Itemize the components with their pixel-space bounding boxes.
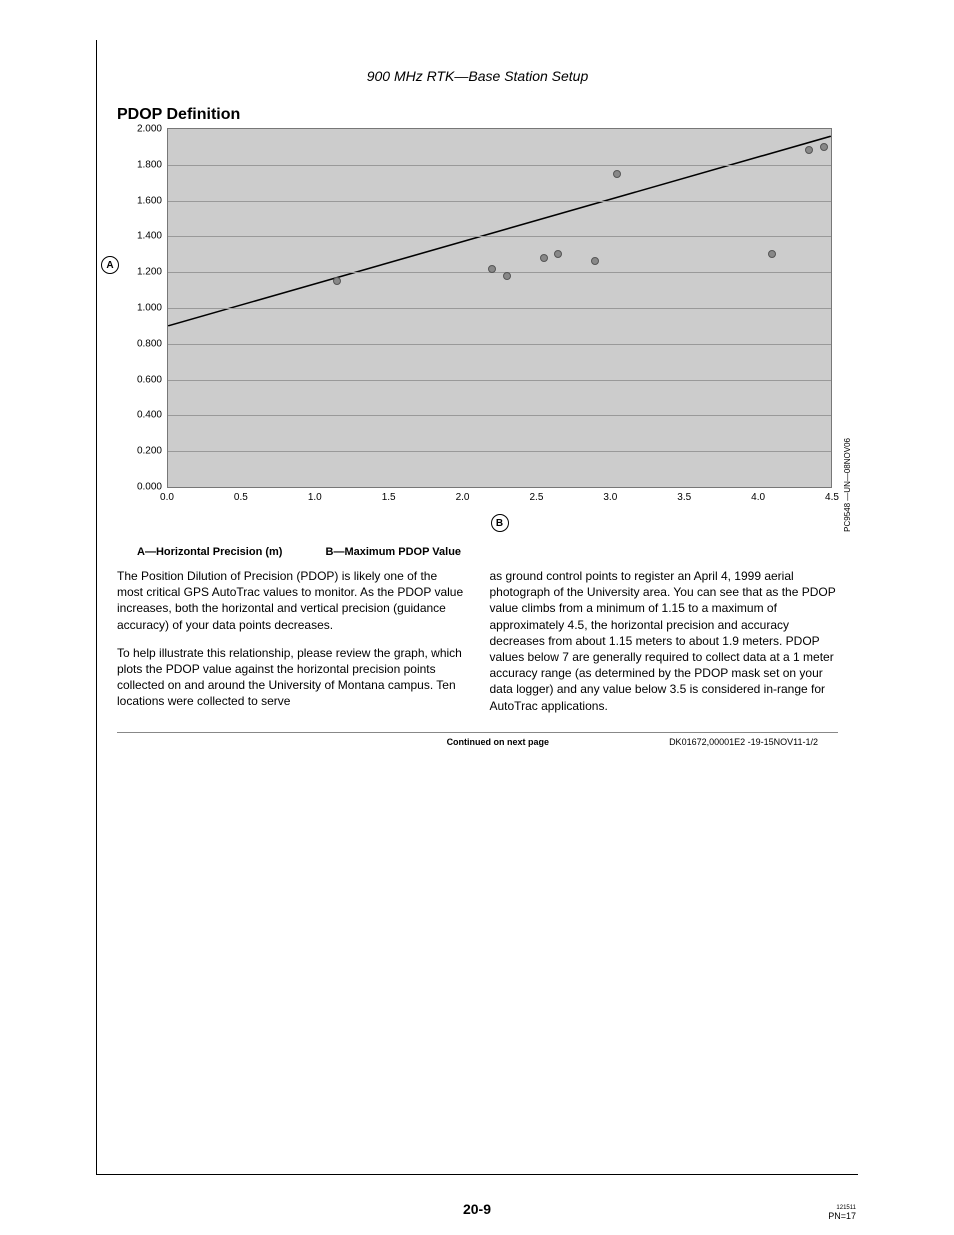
x-tick-label: 1.5 [382, 492, 396, 503]
grid-line [168, 308, 831, 309]
grid-line [168, 272, 831, 273]
y-tick-label: 1.600 [128, 195, 162, 206]
chart-side-label: PC9548 —UN—08NOV06 [843, 438, 852, 532]
footer-line: Continued on next page DK01672,00001E2 -… [117, 732, 838, 747]
y-tick-label: 0.400 [128, 410, 162, 421]
x-tick-label: 3.0 [603, 492, 617, 503]
x-tick-label: 3.5 [677, 492, 691, 503]
grid-line [168, 380, 831, 381]
data-point [613, 170, 621, 178]
x-tick-label: 2.0 [456, 492, 470, 503]
y-tick-label: 1.400 [128, 231, 162, 242]
data-point [488, 265, 496, 273]
x-tick-label: 1.0 [308, 492, 322, 503]
x-tick-label: 4.0 [751, 492, 765, 503]
data-point [768, 250, 776, 258]
body-text: The Position Dilution of Precision (PDOP… [117, 568, 838, 726]
x-tick-label: 0.0 [160, 492, 174, 503]
axis-marker-b: B [491, 514, 509, 532]
y-tick-label: 0.200 [128, 446, 162, 457]
doc-id: DK01672,00001E2 -19-15NOV11-1/2 [669, 737, 818, 747]
x-axis: 0.00.51.01.52.02.53.03.54.04.5 [167, 488, 832, 512]
left-column: The Position Dilution of Precision (PDOP… [117, 568, 466, 726]
y-tick-label: 2.000 [128, 124, 162, 135]
grid-line [168, 201, 831, 202]
grid-line [168, 236, 831, 237]
data-point [554, 250, 562, 258]
data-point [333, 277, 341, 285]
legend-b: B—Maximum PDOP Value [326, 546, 462, 558]
x-tick-label: 2.5 [529, 492, 543, 503]
body-para: To help illustrate this relationship, pl… [117, 645, 466, 710]
y-tick-label: 0.600 [128, 374, 162, 385]
grid-line [168, 451, 831, 452]
y-tick-label: 1.800 [128, 159, 162, 170]
y-tick-label: 1.000 [128, 303, 162, 314]
page-number: 20-9 [0, 1201, 954, 1217]
pdop-chart: 0.0000.2000.4000.6000.8001.0001.2001.400… [167, 128, 832, 488]
body-para: as ground control points to register an … [490, 568, 839, 714]
pn-value: PN=17 [828, 1211, 856, 1221]
section-title: PDOP Definition [117, 106, 838, 124]
continued-label: Continued on next page [447, 737, 550, 747]
grid-line [168, 165, 831, 166]
chart-legend: A—Horizontal Precision (m) B—Maximum PDO… [137, 546, 838, 558]
y-tick-label: 0.000 [128, 482, 162, 493]
axis-marker-a: A [101, 256, 119, 274]
x-tick-label: 0.5 [234, 492, 248, 503]
grid-line [168, 415, 831, 416]
pn-label: 121511 PN=17 [828, 1205, 856, 1221]
data-point [540, 254, 548, 262]
page-header: 900 MHz RTK—Base Station Setup [97, 40, 858, 106]
page-frame: 900 MHz RTK—Base Station Setup PDOP Defi… [96, 40, 858, 1175]
content-area: PDOP Definition A 0.0000.2000.4000.6000.… [97, 106, 858, 747]
grid-line [168, 344, 831, 345]
y-tick-label: 0.800 [128, 338, 162, 349]
data-point [820, 143, 828, 151]
chart-wrapper: A 0.0000.2000.4000.6000.8001.0001.2001.4… [131, 128, 838, 532]
body-para: The Position Dilution of Precision (PDOP… [117, 568, 466, 633]
data-point [805, 146, 813, 154]
right-column: as ground control points to register an … [490, 568, 839, 726]
y-tick-label: 1.200 [128, 267, 162, 278]
data-point [591, 257, 599, 265]
legend-a: A—Horizontal Precision (m) [137, 546, 282, 558]
data-point [503, 272, 511, 280]
x-tick-label: 4.5 [825, 492, 839, 503]
